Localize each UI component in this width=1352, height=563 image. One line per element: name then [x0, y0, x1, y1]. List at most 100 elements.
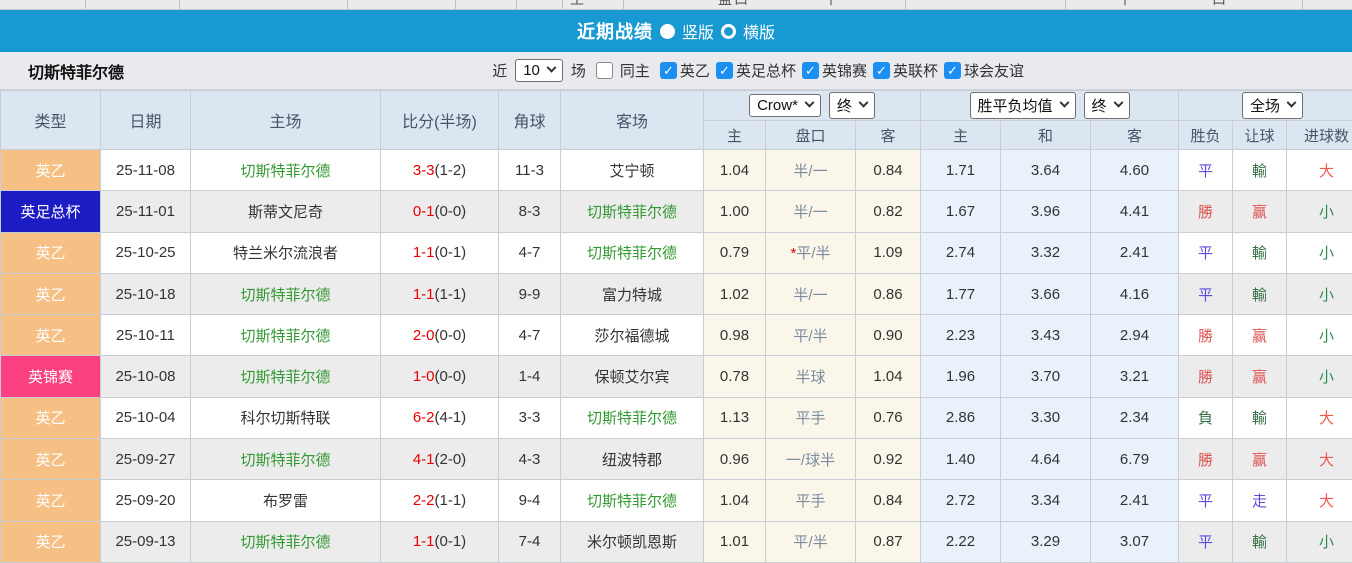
avg-draw-odds: 3.66 [1000, 272, 1092, 316]
score-cell[interactable]: 2-2(1-1) [380, 479, 499, 522]
away-team[interactable]: 切斯特菲尔德 [560, 479, 704, 522]
competition-2-label[interactable]: 英锦赛 [821, 63, 867, 80]
home-team[interactable]: 切斯特菲尔德 [190, 148, 381, 192]
scope-select[interactable]: 全场 [1242, 92, 1304, 119]
competition-3-checkbox[interactable]: ✓ [872, 62, 890, 79]
goals-over-under: 大 [1286, 438, 1352, 481]
layout-radio-label[interactable]: 竖版 [681, 25, 714, 42]
home-team[interactable]: 切斯特菲尔德 [190, 520, 381, 563]
team-name: 切斯特菲尔德 [28, 64, 125, 82]
competition-3-label[interactable]: 英联杯 [892, 63, 938, 80]
sub-col-header: 让球 [1232, 120, 1288, 150]
column-separator [562, 0, 563, 9]
handicap-line: 平/半 [765, 520, 856, 563]
competition-badge[interactable]: 英乙 [0, 231, 101, 274]
match-date: 25-10-11 [100, 314, 191, 357]
handicap-result: 輸 [1232, 148, 1288, 192]
away-team[interactable]: 保顿艾尔宾 [560, 355, 704, 398]
goals-over-under: 小 [1286, 314, 1352, 357]
avg-draw-odds: 3.34 [1000, 479, 1092, 522]
away-team[interactable]: 切斯特菲尔德 [560, 396, 704, 440]
score-cell[interactable]: 3-3(1-2) [380, 148, 499, 192]
score-cell[interactable]: 1-1(1-1) [380, 272, 499, 316]
competition-badge[interactable]: 英乙 [0, 520, 101, 563]
competition-badge[interactable]: 英锦赛 [0, 355, 101, 398]
odds-home: 0.79 [703, 231, 766, 274]
competition-badge[interactable]: 英乙 [0, 396, 101, 440]
handicap-line: 一/球半 [765, 438, 856, 481]
score-cell[interactable]: 4-1(2-0) [380, 438, 499, 481]
col-header-type: 类型 [0, 90, 101, 150]
same-home-checkbox[interactable] [595, 62, 613, 79]
competition-4-checkbox[interactable]: ✓ [943, 62, 961, 79]
competition-0-label[interactable]: 英乙 [679, 63, 710, 80]
avg-draw-odds: 3.43 [1000, 314, 1092, 357]
avg-home-odds: 1.96 [920, 355, 1002, 398]
avg-type-select[interactable]: 胜平负均值 [969, 92, 1076, 119]
competition-filters: ✓ 英乙 ✓ 英足总杯 ✓ 英锦赛 ✓ 英联杯 ✓ 球会友谊 [659, 60, 1030, 81]
away-team[interactable]: 纽波特郡 [560, 438, 704, 481]
home-team[interactable]: 科尔切斯特联 [190, 396, 381, 440]
result-wdl: 勝 [1178, 438, 1234, 481]
handicap-result: 輸 [1232, 272, 1288, 316]
odds-stage-select[interactable]: 终 [828, 92, 875, 119]
home-team[interactable]: 斯蒂文尼奇 [190, 190, 381, 233]
odds-home: 0.78 [703, 355, 766, 398]
home-team[interactable]: 布罗雷 [190, 479, 381, 522]
competition-badge[interactable]: 英足总杯 [0, 190, 101, 233]
competition-badge[interactable]: 英乙 [0, 438, 101, 481]
result-wdl: 勝 [1178, 314, 1234, 357]
layout-radio-selected[interactable] [659, 23, 675, 39]
competition-0-checkbox[interactable]: ✓ [659, 62, 677, 79]
corner-count: 7-4 [498, 520, 561, 563]
away-team[interactable]: 切斯特菲尔德 [560, 190, 704, 233]
away-team[interactable]: 米尔顿凯恩斯 [560, 520, 704, 563]
odds-away: 0.90 [854, 314, 922, 357]
score-cell[interactable]: 1-1(0-1) [380, 520, 499, 563]
section-title: 近期战绩 [576, 22, 653, 42]
avg-home-odds: 2.23 [920, 314, 1002, 357]
handicap-result: 輸 [1232, 520, 1288, 563]
competition-badge[interactable]: 英乙 [0, 314, 101, 357]
home-team[interactable]: 切斯特菲尔德 [190, 438, 381, 481]
away-team[interactable]: 艾宁顿 [560, 148, 704, 192]
competition-1-checkbox[interactable]: ✓ [715, 62, 733, 79]
halftime-score: (1-1) [434, 285, 467, 303]
score-cell[interactable]: 1-0(0-0) [380, 355, 499, 398]
home-team[interactable]: 特兰米尔流浪者 [190, 231, 381, 274]
competition-2-checkbox[interactable]: ✓ [801, 62, 819, 79]
home-team[interactable]: 切斯特菲尔德 [190, 272, 381, 316]
halftime-score: (1-2) [434, 161, 467, 179]
odds-away: 0.92 [854, 438, 922, 481]
away-team[interactable]: 切斯特菲尔德 [560, 231, 704, 274]
competition-badge[interactable]: 英乙 [0, 272, 101, 316]
score-cell[interactable]: 6-2(4-1) [380, 396, 499, 440]
home-team[interactable]: 切斯特菲尔德 [190, 355, 381, 398]
match-count-select[interactable]: 10 [515, 59, 563, 82]
away-team[interactable]: 富力特城 [560, 272, 704, 316]
corner-count: 4-3 [498, 438, 561, 481]
avg-home-odds: 2.74 [920, 231, 1002, 274]
layout-radio-label[interactable]: 横版 [743, 25, 776, 42]
score-cell[interactable]: 2-0(0-0) [380, 314, 499, 357]
same-home-label[interactable]: 同主 [619, 63, 650, 80]
avg-stage-select[interactable]: 终 [1083, 92, 1130, 119]
competition-4-label[interactable]: 球会友谊 [963, 63, 1024, 80]
handicap-line: 半球 [765, 355, 856, 398]
layout-radio-unselected[interactable] [721, 23, 736, 39]
away-team[interactable]: 莎尔福德城 [560, 314, 704, 357]
fulltime-score: 4-1 [412, 450, 435, 468]
odds-company-select[interactable]: Crow* [749, 94, 821, 117]
competition-badge[interactable]: 英乙 [0, 148, 101, 192]
column-separator [516, 0, 517, 9]
match-row: 英足总杯 25-11-01 斯蒂文尼奇 0-1(0-0) 8-3 切斯特菲尔德 1.00 半/… [0, 190, 1352, 233]
score-cell[interactable]: 1-1(0-1) [380, 231, 499, 274]
competition-1-label[interactable]: 英足总杯 [735, 63, 796, 80]
score-cell[interactable]: 0-1(0-0) [380, 190, 499, 233]
avg-away-odds: 4.60 [1090, 148, 1180, 192]
sub-col-header: 主 [703, 120, 766, 150]
chevron-down-icon [1286, 97, 1297, 108]
home-team[interactable]: 切斯特菲尔德 [190, 314, 381, 357]
competition-badge[interactable]: 英乙 [0, 479, 101, 522]
